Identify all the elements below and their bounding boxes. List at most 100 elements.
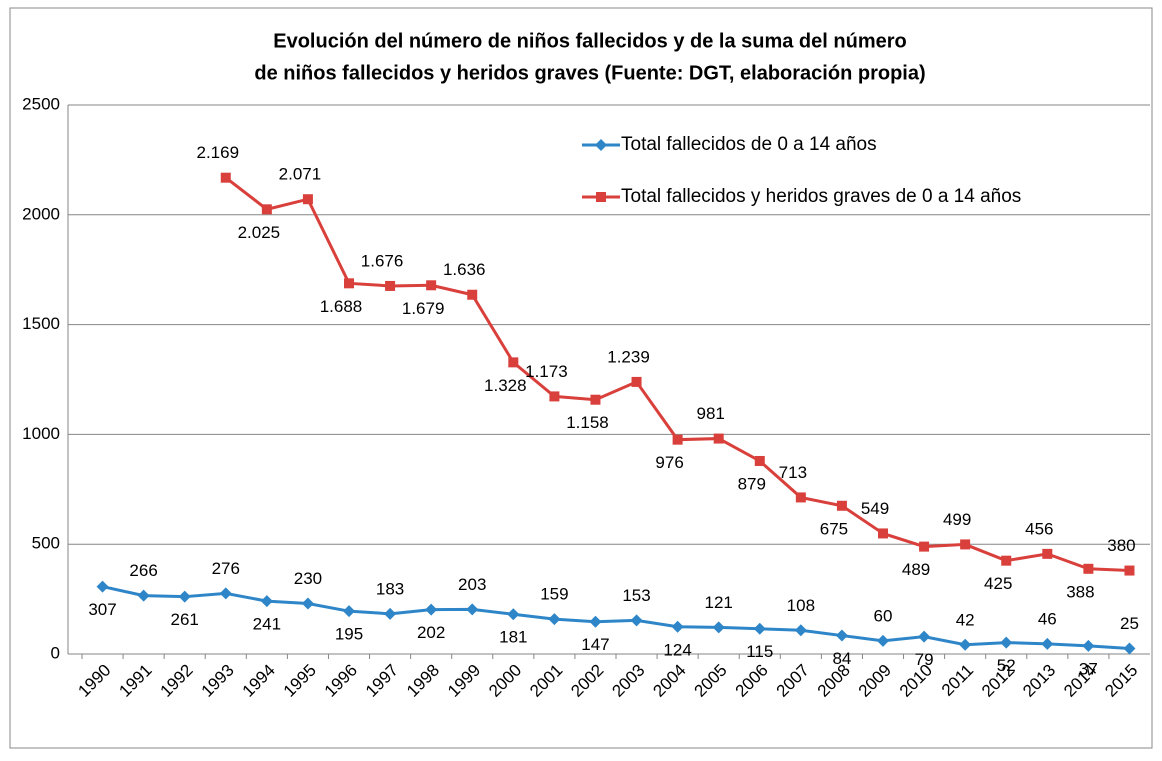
marker: [96, 580, 109, 593]
marker: [220, 172, 231, 183]
marker: [137, 589, 150, 602]
marker: [1083, 563, 1094, 574]
marker: [794, 624, 807, 637]
data-label: 42: [956, 610, 975, 629]
data-label: 2.025: [238, 223, 281, 242]
marker: [918, 630, 931, 643]
marker: [960, 539, 971, 550]
data-label: 1.158: [566, 413, 609, 432]
marker: [753, 622, 766, 635]
legend-label: Total fallecidos de 0 a 14 años: [621, 134, 877, 155]
marker: [835, 629, 848, 642]
data-label: 230: [294, 569, 322, 588]
data-label: 183: [376, 579, 404, 598]
data-label: 261: [171, 610, 199, 629]
y-tick-label: 1500: [22, 314, 60, 333]
marker: [1001, 555, 1012, 566]
data-label: 1.636: [443, 260, 486, 279]
data-label: 37: [1079, 659, 1098, 678]
data-label: 307: [88, 600, 116, 619]
chart-title: Evolución del número de niños fallecidos…: [273, 30, 906, 52]
marker: [426, 280, 437, 291]
marker: [548, 613, 561, 626]
marker: [302, 194, 313, 205]
marker: [1123, 642, 1136, 655]
marker: [795, 492, 806, 503]
data-label: 52: [997, 656, 1016, 675]
data-label: 202: [417, 623, 445, 642]
data-label: 380: [1107, 536, 1135, 555]
data-label: 46: [1038, 609, 1057, 628]
marker: [1041, 637, 1054, 650]
chart-title: de niños fallecidos y heridos graves (Fu…: [254, 62, 925, 84]
y-tick-label: 2500: [22, 94, 60, 113]
marker: [596, 192, 606, 202]
marker: [672, 434, 683, 445]
y-tick-label: 2000: [22, 204, 60, 223]
data-label: 147: [581, 635, 609, 654]
data-label: 124: [663, 640, 691, 659]
data-label: 115: [746, 642, 773, 661]
data-label: 456: [1025, 519, 1053, 538]
marker: [219, 587, 232, 600]
marker: [301, 597, 314, 610]
data-label: 489: [902, 560, 930, 579]
legend-label: Total fallecidos y heridos graves de 0 a…: [621, 186, 1021, 207]
marker: [467, 289, 478, 300]
marker: [466, 603, 479, 616]
data-label: 2.169: [196, 143, 239, 162]
data-label: 1.173: [525, 362, 568, 381]
data-label: 388: [1066, 582, 1094, 601]
marker: [713, 433, 724, 444]
marker: [959, 638, 972, 651]
marker: [712, 621, 725, 634]
marker: [1042, 548, 1053, 559]
marker: [671, 620, 684, 633]
data-label: 108: [787, 596, 815, 615]
marker: [631, 376, 642, 387]
chart-frame: [9, 7, 1153, 749]
marker: [1124, 565, 1135, 576]
data-label: 79: [915, 650, 934, 669]
marker: [178, 590, 191, 603]
data-label: 675: [820, 519, 848, 538]
marker: [1000, 636, 1013, 649]
data-label: 549: [861, 499, 889, 518]
data-label: 266: [129, 561, 157, 580]
data-label: 241: [253, 615, 281, 634]
marker: [508, 357, 519, 368]
marker: [343, 605, 355, 618]
data-label: 976: [655, 453, 683, 472]
marker: [754, 455, 765, 466]
marker: [589, 615, 602, 628]
data-label: 84: [832, 649, 851, 668]
marker: [384, 607, 397, 620]
marker: [595, 139, 607, 151]
data-label: 181: [499, 628, 527, 647]
y-tick-label: 500: [32, 534, 60, 553]
data-label: 1.239: [607, 347, 650, 366]
marker: [261, 204, 272, 215]
marker: [385, 280, 396, 291]
data-label: 25: [1120, 614, 1139, 633]
marker: [877, 634, 889, 647]
series-line: [102, 585, 1130, 651]
marker: [590, 394, 601, 405]
marker: [919, 541, 930, 552]
data-label: 2.071: [279, 165, 322, 184]
data-label: 159: [540, 585, 568, 604]
marker: [260, 595, 273, 608]
data-label: 121: [705, 593, 733, 612]
data-label: 879: [738, 474, 766, 493]
data-label: 1.679: [402, 299, 445, 318]
marker: [630, 614, 643, 627]
marker: [836, 500, 847, 511]
marker: [549, 391, 560, 402]
marker: [878, 528, 888, 539]
marker: [507, 608, 520, 621]
y-tick-label: 1000: [22, 424, 60, 443]
data-label: 499: [943, 510, 971, 529]
data-label: 276: [212, 559, 240, 578]
data-label: 1.688: [320, 297, 363, 316]
y-tick-label: 0: [51, 643, 60, 662]
